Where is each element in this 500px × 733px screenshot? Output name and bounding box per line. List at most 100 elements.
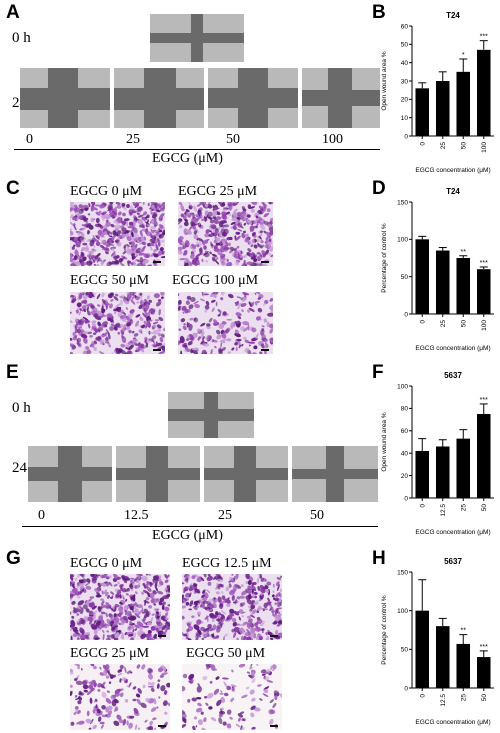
panel-letter-d: D: [372, 178, 386, 199]
y-tick-label: 50: [401, 42, 409, 49]
wound-image-24h-e-dose-25: [204, 446, 288, 502]
stain-image-g-0: [70, 574, 170, 640]
y-tick-label: 30: [401, 78, 409, 85]
dose-axis-line-e: [22, 526, 378, 527]
significance-marker: ***: [480, 397, 488, 404]
wound-image-24h-e-dose-50: [292, 446, 378, 502]
time-label-0h-e: 0 h: [12, 400, 31, 416]
stain-image-g-2: [70, 664, 170, 730]
stain-image-2: [70, 292, 165, 354]
stain-label-g-0: EGCG 0 μM: [70, 556, 143, 571]
dose-axis-line: [14, 149, 380, 150]
y-tick-label: 20: [401, 97, 409, 104]
stain-image-3: [178, 292, 273, 354]
dose-label-e-50: 50: [310, 508, 324, 523]
dose-label-0: 0: [26, 132, 33, 147]
bar: [476, 414, 491, 498]
y-tick-label: 100: [397, 383, 408, 390]
chart-d: T24 Percentage of control % 0 50 100 150 0 25 50…: [381, 187, 494, 352]
significance-marker: *: [462, 52, 465, 59]
stain-label-g-3: EGCG 50 μM: [186, 646, 266, 661]
y-tick-label: 40: [401, 60, 409, 67]
x-tick-label: 25: [460, 694, 467, 702]
chart-title: 5637: [444, 557, 462, 566]
panel-letter-h: H: [372, 548, 386, 569]
dose-label-100: 100: [322, 132, 343, 147]
y-tick-label: 0: [404, 685, 408, 692]
y-tick-label: 50: [401, 274, 409, 281]
chart-title: T24: [446, 11, 460, 20]
x-tick-label: 0: [419, 504, 426, 508]
bar: [435, 446, 450, 498]
stain-label-1: EGCG 25 μM: [178, 184, 258, 199]
x-tick-label: 100: [481, 142, 488, 153]
wound-image-24h-e-dose-12-5: [116, 446, 200, 502]
chart-xlabel: EGCG concentration (μM): [415, 529, 490, 536]
stain-image-g-1: [182, 574, 282, 640]
x-tick-label: 25: [460, 504, 467, 512]
x-tick-label: 12.5: [440, 694, 447, 707]
x-tick-label: 12.5: [440, 504, 447, 517]
chart-xlabel: EGCG concentration (μM): [415, 167, 490, 174]
panel-letter-f: F: [372, 362, 384, 383]
significance-marker: **: [461, 628, 467, 635]
bar: [476, 49, 491, 137]
chart-title: T24: [446, 187, 460, 196]
wound-image-0h-e: [168, 392, 254, 438]
stain-image-0: [70, 202, 165, 266]
chart-ylabel: Open wound area %: [381, 51, 388, 110]
chart-xlabel: EGCG concentration (μM): [415, 719, 490, 726]
y-tick-label: 150: [397, 569, 408, 576]
y-tick-label: 10: [401, 115, 409, 122]
bar: [435, 626, 450, 688]
chart-ylabel: Percentage of control %: [381, 595, 388, 665]
bar: [415, 610, 430, 688]
dose-axis-label-e: EGCG (μM): [152, 528, 223, 543]
chart-xlabel: EGCG concentration (μM): [415, 345, 490, 352]
bar: [415, 88, 430, 136]
y-tick-label: 0: [404, 133, 408, 140]
x-tick-label: 50: [460, 320, 467, 328]
panel-letter-a: A: [6, 2, 20, 23]
significance-marker: ***: [480, 34, 488, 41]
chart-f: 5637 Open wound area % 0 20 40 60 80 100 0 12.5 25…: [381, 371, 494, 536]
x-tick-label: 50: [460, 142, 467, 150]
x-tick-label: 0: [419, 320, 426, 324]
chart-title: 5637: [444, 371, 462, 380]
wound-image-24h-dose-0: [20, 68, 110, 128]
bar: [476, 657, 491, 688]
dose-label-e-0: 0: [38, 508, 45, 523]
y-tick-label: 100: [397, 237, 408, 244]
bar: [435, 250, 450, 314]
x-tick-label: 25: [440, 142, 447, 150]
dose-label-e-25: 25: [218, 508, 232, 523]
wound-image-24h-e-dose-0: [28, 446, 112, 502]
x-tick-label: 100: [481, 320, 488, 331]
y-tick-label: 0: [404, 495, 408, 502]
wound-image-24h-dose-100: [302, 68, 380, 128]
significance-marker: **: [461, 249, 467, 256]
dose-label-50: 50: [226, 132, 240, 147]
x-tick-label: 50: [481, 504, 488, 512]
bar: [415, 450, 430, 498]
stain-label-g-2: EGCG 25 μM: [70, 646, 150, 661]
y-tick-label: 50: [401, 647, 409, 654]
bar: [456, 643, 471, 688]
significance-marker: ***: [480, 260, 488, 267]
chart-ylabel: Open wound area %: [381, 412, 388, 471]
x-tick-label: 0: [419, 694, 426, 698]
y-tick-label: 150: [397, 199, 408, 206]
significance-marker: ***: [480, 644, 488, 651]
bar: [456, 71, 471, 136]
dose-axis-label: EGCG (μM): [152, 151, 223, 166]
bar: [456, 258, 471, 314]
panel-letter-e: E: [6, 362, 19, 383]
x-tick-label: 50: [481, 694, 488, 702]
wound-image-24h-dose-25: [114, 68, 204, 128]
y-tick-label: 0: [404, 311, 408, 318]
panel-letter-b: B: [372, 2, 386, 23]
stain-image-g-3: [182, 664, 282, 730]
y-tick-label: 100: [397, 608, 408, 615]
stain-label-g-1: EGCG 12.5 μM: [182, 556, 272, 571]
y-tick-label: 60: [401, 428, 409, 435]
